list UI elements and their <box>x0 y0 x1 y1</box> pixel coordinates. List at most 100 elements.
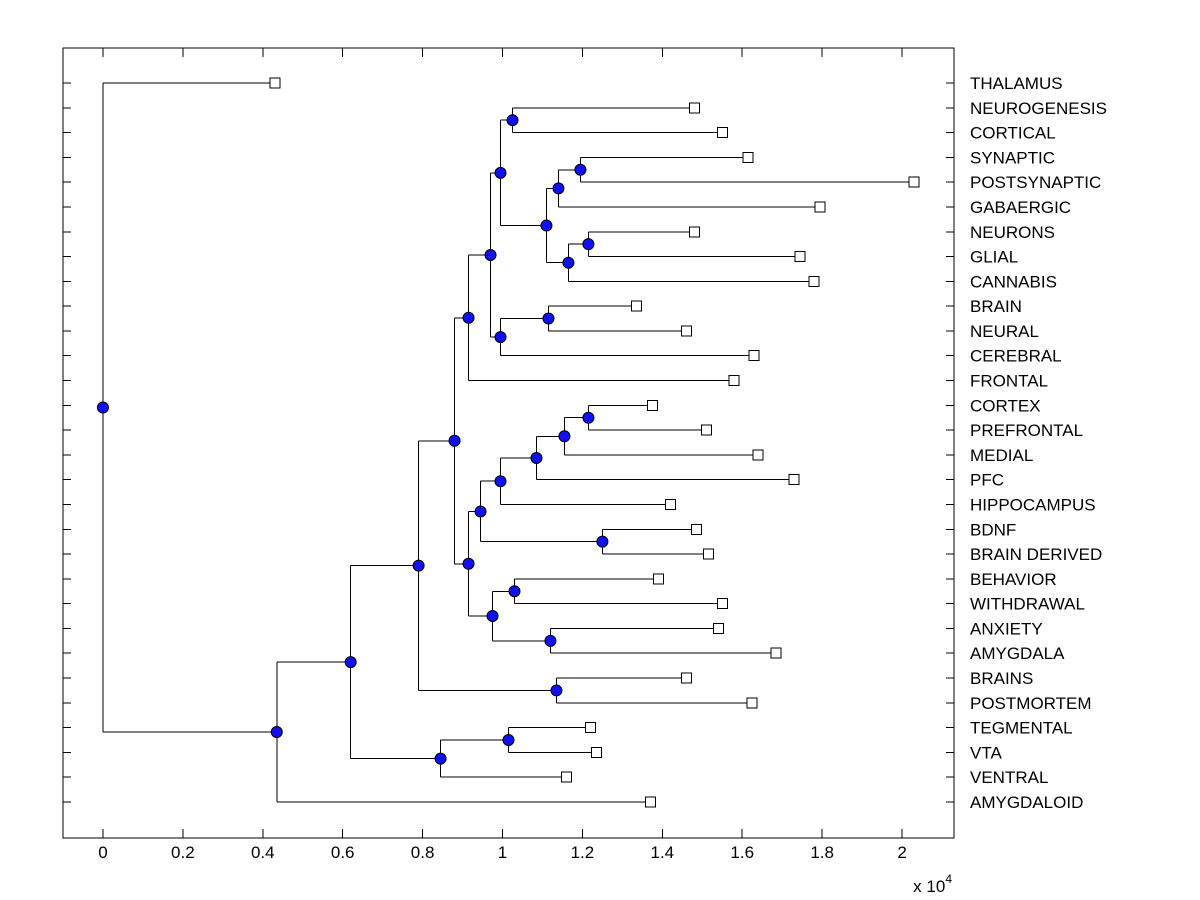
leaf-node-marker[interactable] <box>808 275 820 287</box>
branch-node-marker[interactable] <box>270 726 283 739</box>
leaf-label: POSTMORTEM <box>970 694 1092 713</box>
leaf-node-marker[interactable] <box>560 771 572 783</box>
leaf-node-marker[interactable] <box>700 424 712 436</box>
branch-node-marker[interactable] <box>582 238 595 251</box>
leaf-label: VENTRAL <box>970 768 1048 787</box>
x-tick-label: 0.6 <box>331 843 355 862</box>
leaf-node-marker[interactable] <box>680 672 692 684</box>
leaf-node-marker[interactable] <box>646 399 658 411</box>
leaf-node-marker[interactable] <box>814 201 826 213</box>
leaf-node-marker[interactable] <box>748 350 760 362</box>
branch-node-marker[interactable] <box>462 311 475 324</box>
branch-node-marker[interactable] <box>462 557 475 570</box>
branch-node-marker[interactable] <box>508 585 521 598</box>
leaf-label: CORTEX <box>970 396 1041 415</box>
branch-node-marker[interactable] <box>544 634 557 647</box>
x-tick-label: 1.2 <box>571 843 595 862</box>
branch-node-marker[interactable] <box>494 475 507 488</box>
branch-node-marker[interactable] <box>484 249 497 262</box>
leaf-node-marker[interactable] <box>690 523 702 535</box>
leaf-node-marker[interactable] <box>688 102 700 114</box>
leaf-label: THALAMUS <box>970 74 1063 93</box>
branch-node-marker[interactable] <box>474 505 487 518</box>
axes <box>62 47 955 839</box>
x-tick-label: 0.8 <box>411 843 435 862</box>
branch-node-marker[interactable] <box>448 434 461 447</box>
leaf-label: PREFRONTAL <box>970 421 1083 440</box>
leaf-label: SYNAPTIC <box>970 148 1055 167</box>
branch-node-marker[interactable] <box>506 114 519 127</box>
leaf-label: GLIAL <box>970 248 1018 267</box>
leaf-label: BRAINS <box>970 669 1033 688</box>
leaf-node-marker[interactable] <box>630 300 642 312</box>
leaf-node-marker[interactable] <box>688 226 700 238</box>
leaf-node-marker[interactable] <box>716 127 728 139</box>
x-tick-label: 1 <box>498 843 507 862</box>
branch-node-marker[interactable] <box>542 312 555 325</box>
branch-node-marker[interactable] <box>502 734 515 747</box>
x-tick-label: 0 <box>98 843 107 862</box>
leaf-label: CORTICAL <box>970 124 1056 143</box>
leaf-node-marker[interactable] <box>702 548 714 560</box>
branch-node-marker[interactable] <box>574 163 587 176</box>
x-tick-label: 0.4 <box>251 843 275 862</box>
leaf-label: VTA <box>970 743 1002 762</box>
branch-node-marker[interactable] <box>96 401 109 414</box>
leaf-label: BDNF <box>970 520 1016 539</box>
tree-branches <box>102 82 915 803</box>
leaf-node-marker[interactable] <box>652 573 664 585</box>
leaf-label: MEDIAL <box>970 446 1033 465</box>
leaf-node-marker[interactable] <box>788 474 800 486</box>
branch-node-marker[interactable] <box>412 559 425 572</box>
x-tick-label: 1.8 <box>810 843 834 862</box>
x-tick-label: 2 <box>897 843 906 862</box>
leaf-node-marker[interactable] <box>590 746 602 758</box>
branch-node-marker[interactable] <box>434 752 447 765</box>
leaf-node-marker[interactable] <box>584 722 596 734</box>
leaf-label: BRAIN DERIVED <box>970 545 1102 564</box>
branch-node-marker[interactable] <box>344 656 357 669</box>
branch-node-marker[interactable] <box>486 610 499 623</box>
leaf-label: PFC <box>970 471 1004 490</box>
branch-node-marker[interactable] <box>494 166 507 179</box>
leaf-node-marker[interactable] <box>664 498 676 510</box>
node-markers <box>96 77 920 808</box>
x-tick-label: 1.6 <box>730 843 754 862</box>
leaf-node-marker[interactable] <box>908 176 920 188</box>
leaf-label: BRAIN <box>970 297 1022 316</box>
leaf-label: CANNABIS <box>970 272 1057 291</box>
leaf-label: AMYGDALOID <box>970 793 1083 812</box>
leaf-label: BEHAVIOR <box>970 570 1057 589</box>
leaf-label: AMYGDALA <box>970 644 1065 663</box>
leaf-node-marker[interactable] <box>269 77 281 89</box>
leaf-node-marker[interactable] <box>794 251 806 263</box>
leaf-node-marker[interactable] <box>742 151 754 163</box>
leaf-node-marker[interactable] <box>752 449 764 461</box>
branch-node-marker[interactable] <box>550 684 563 697</box>
branch-node-marker[interactable] <box>552 182 565 195</box>
leaf-label: NEUROGENESIS <box>970 99 1107 118</box>
leaf-node-marker[interactable] <box>770 647 782 659</box>
branch-node-marker[interactable] <box>596 535 609 548</box>
leaf-label: ANXIETY <box>970 619 1043 638</box>
branch-node-marker[interactable] <box>540 219 553 232</box>
branch-node-marker[interactable] <box>530 451 543 464</box>
leaf-node-marker[interactable] <box>680 325 692 337</box>
leaf-label: POSTSYNAPTIC <box>970 173 1101 192</box>
branch-node-marker[interactable] <box>562 256 575 269</box>
branch-node-marker[interactable] <box>494 331 507 344</box>
leaf-node-marker[interactable] <box>716 598 728 610</box>
x-tick-label: 1.4 <box>651 843 675 862</box>
leaf-label: CEREBRAL <box>970 347 1062 366</box>
leaf-label: NEURAL <box>970 322 1039 341</box>
branch-node-marker[interactable] <box>582 411 595 424</box>
branch-node-marker[interactable] <box>558 430 571 443</box>
leaf-node-marker[interactable] <box>644 796 656 808</box>
leaf-node-marker[interactable] <box>728 375 740 387</box>
leaf-node-marker[interactable] <box>746 697 758 709</box>
leaf-node-marker[interactable] <box>712 622 724 634</box>
axis-box <box>62 47 955 839</box>
leaf-label: HIPPOCAMPUS <box>970 495 1096 514</box>
